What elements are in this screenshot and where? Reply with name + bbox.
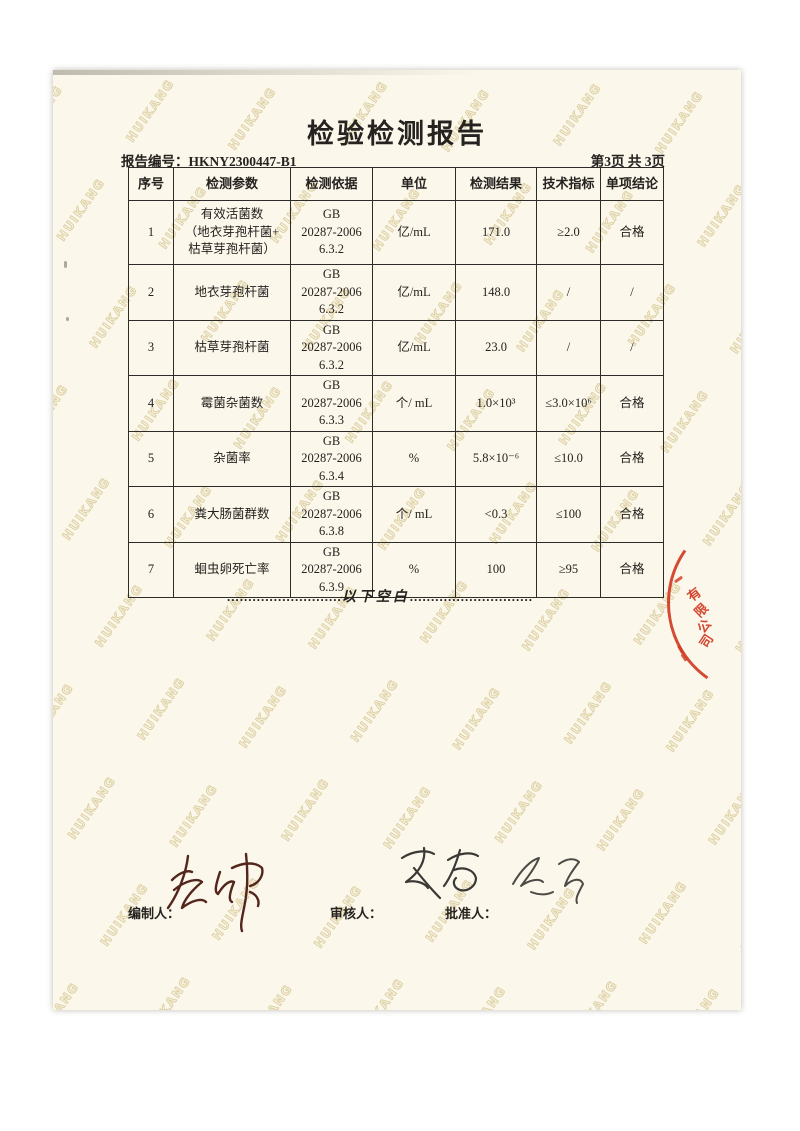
report-number-label: 报告编号：: [121, 154, 189, 169]
preparer-label: 编制人：: [128, 906, 181, 921]
cell-spec: /: [536, 264, 601, 321]
cell-param: 地衣芽孢杆菌: [173, 264, 291, 321]
column-header: 单项结论: [600, 167, 664, 201]
cell-no: 3: [128, 319, 174, 376]
cell-conclusion: 合格: [600, 430, 664, 487]
cell-basis: GB 20287-2006 6.3.4: [290, 430, 373, 487]
scan-speck: [66, 317, 69, 321]
cell-spec: ≤100: [536, 486, 601, 543]
cell-no: 5: [128, 430, 174, 487]
cell-unit: 个/ mL: [372, 486, 456, 543]
report-number: 报告编号：HKNY2300447-B1: [121, 150, 297, 170]
leader-dots-left: ...........................: [227, 589, 342, 604]
cell-basis: GB 20287-2006 6.3.3: [290, 375, 373, 432]
cell-param: 枯草芽孢杆菌: [173, 319, 291, 376]
report-title: 检验检测报告: [307, 119, 487, 149]
cell-unit: 亿/mL: [372, 200, 456, 265]
cell-param: 霉菌杂菌数: [173, 375, 291, 432]
cell-no: 6: [128, 486, 174, 543]
cell-spec: ≤10.0: [536, 430, 601, 487]
column-header: 序号: [128, 167, 174, 201]
cell-result: 171.0: [455, 200, 537, 265]
cell-spec: /: [536, 319, 601, 376]
blank-below-note: ...........................以下空白.........…: [53, 586, 707, 606]
cell-result: 148.0: [455, 264, 537, 321]
report-meta-row: 报告编号：HKNY2300447-B1 第3页 共 3页: [121, 150, 665, 170]
reviewer-label: 审核人：: [330, 906, 383, 921]
scan-speck: [64, 261, 67, 268]
cell-conclusion: 合格: [600, 486, 664, 543]
cell-unit: %: [372, 541, 456, 598]
table-row: 5 杂菌率 GB 20287-2006 6.3.4% 5.8×10⁻⁶ ≤10.0 合格: [128, 430, 664, 487]
cell-no: 1: [128, 200, 174, 265]
signature-preparer: [166, 852, 264, 933]
cell-result: 23.0: [455, 319, 537, 376]
column-header: 检测依据: [290, 167, 373, 201]
cell-param: 杂菌率: [173, 430, 291, 487]
cell-result: 1.0×10³: [455, 375, 537, 432]
results-table-header-row: 序号 检测参数 检测依据 单位 检测结果 技术指标 单项结论: [128, 167, 664, 201]
results-table-body: 1 有效活菌数 （地衣芽孢杆菌+ 枯草芽孢杆菌） GB 20287-2006 6.3…: [128, 200, 664, 598]
signature-reviewer: [400, 846, 480, 900]
column-header: 单位: [372, 167, 456, 201]
cell-conclusion: 合格: [600, 541, 664, 598]
cell-spec: ≥95: [536, 541, 601, 598]
cell-basis: GB 20287-2006 6.3.2: [290, 264, 373, 321]
table-row: 6 粪大肠菌群数 GB 20287-2006 6.3.8 个/ mL <0.3 ≤100 合…: [128, 486, 664, 543]
table-row: 2 地衣芽孢杆菌 GB 20287-2006 6.3.2 亿/mL 148.0//: [128, 264, 664, 321]
cell-unit: 个/ mL: [372, 375, 456, 432]
blank-below-label: 以下空白: [341, 590, 410, 605]
cell-unit: 亿/mL: [372, 319, 456, 376]
results-table: 序号 检测参数 检测依据 单位 检测结果 技术指标 单项结论 1 有效活菌数 （地衣芽孢杆菌+…: [128, 167, 664, 598]
cell-result: 5.8×10⁻⁶: [455, 430, 537, 487]
signature-approver: [512, 857, 584, 904]
cell-param: 有效活菌数 （地衣芽孢杆菌+ 枯草芽孢杆菌）: [173, 200, 291, 265]
cell-conclusion: 合格: [600, 200, 664, 265]
cell-unit: %: [372, 430, 456, 487]
page-indicator: 第3页 共 3页: [590, 154, 665, 169]
cell-param: 蛔虫卵死亡率: [173, 541, 291, 598]
cell-result: <0.3: [455, 486, 537, 543]
cell-conclusion: /: [600, 319, 664, 376]
table-row: 3 枯草芽孢杆菌 GB 20287-2006 6.3.2 亿/mL 23.0//: [128, 319, 664, 376]
table-row: 4 霉菌杂菌数 GB 20287-2006 6.3.3 个/ mL 1.0×10³ ≤3.…: [128, 375, 664, 432]
scanned-report-page: HUIKANG HUIKANG HUIKANG HUIKANG HUIKANG …: [53, 70, 741, 1010]
approver-label: 批准人：: [445, 906, 498, 921]
cell-unit: 亿/mL: [372, 264, 456, 321]
cell-basis: GB 20287-2006 6.3.8: [290, 486, 373, 543]
cell-basis: GB 20287-2006 6.3.2: [290, 200, 373, 265]
column-header: 检测结果: [455, 167, 537, 201]
table-row: 1 有效活菌数 （地衣芽孢杆菌+ 枯草芽孢杆菌） GB 20287-2006 6.3…: [128, 200, 664, 265]
cell-param: 粪大肠菌群数: [173, 486, 291, 543]
cell-spec: ≤3.0×10⁶: [536, 375, 601, 432]
scan-edge-smudge: [53, 70, 480, 75]
cell-no: 2: [128, 264, 174, 321]
cell-conclusion: 合格: [600, 375, 664, 432]
table-row: 7 蛔虫卵死亡率 GB 20287-2006 6.3.9% 100 ≥95 合格: [128, 541, 664, 598]
column-header: 检测参数: [173, 167, 291, 201]
cell-basis: GB 20287-2006 6.3.9: [290, 541, 373, 598]
cell-conclusion: /: [600, 264, 664, 321]
leader-dots-right: .............................: [409, 589, 533, 604]
report-number-value: HKNY2300447-B1: [188, 154, 297, 169]
column-header: 技术指标: [536, 167, 601, 201]
cell-basis: GB 20287-2006 6.3.2: [290, 319, 373, 376]
cell-no: 4: [128, 375, 174, 432]
cell-spec: ≥2.0: [536, 200, 601, 265]
